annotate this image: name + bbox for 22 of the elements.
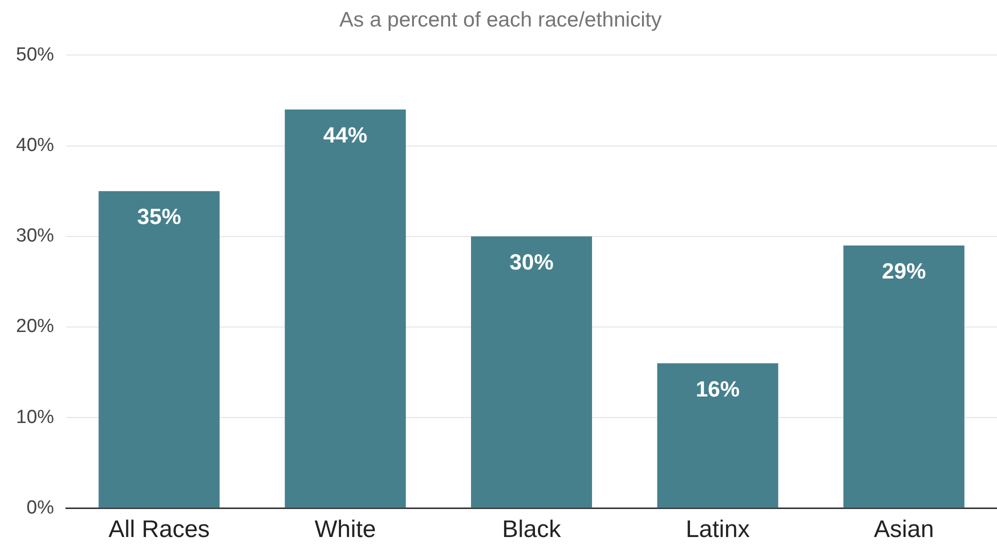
- data-label: 35%: [137, 204, 182, 230]
- x-tick-label: Latinx: [686, 516, 750, 544]
- data-label: 44%: [323, 122, 368, 148]
- bar: [98, 191, 220, 508]
- x-tick-label: Asian: [874, 516, 934, 544]
- bar: [843, 245, 964, 508]
- bar: [657, 363, 778, 508]
- y-tick-label: 10%: [16, 406, 54, 428]
- data-label: 30%: [509, 249, 554, 274]
- bar: [471, 236, 592, 508]
- y-tick-label: 50%: [16, 44, 54, 66]
- data-label: 16%: [696, 376, 740, 402]
- bar: [284, 110, 406, 508]
- x-tick-label: All Races: [108, 516, 210, 544]
- chart-title: As a percent of each race/ethnicity: [339, 8, 662, 32]
- x-tick-label: White: [314, 516, 376, 544]
- y-tick-label: 40%: [16, 135, 54, 156]
- x-tick-label: Black: [502, 516, 562, 544]
- data-label: 29%: [882, 258, 926, 284]
- y-tick-label: 30%: [16, 226, 54, 247]
- y-tick-label: 0%: [26, 497, 54, 518]
- y-tick-label: 20%: [16, 316, 54, 338]
